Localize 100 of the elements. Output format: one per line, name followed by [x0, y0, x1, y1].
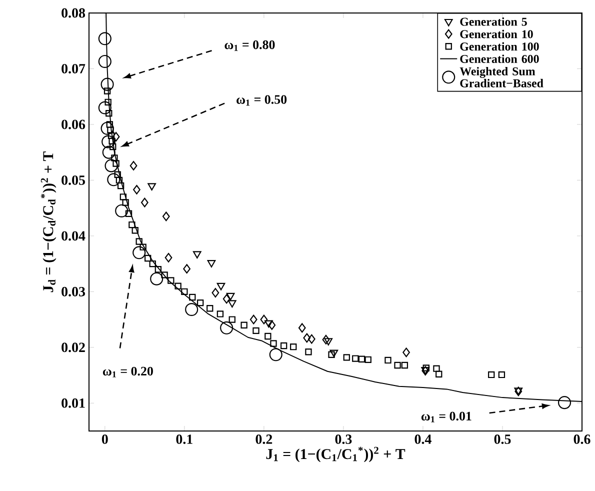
point — [352, 355, 359, 362]
legend-label: Generation 100 — [460, 42, 539, 51]
point — [106, 110, 112, 117]
annotation: ω$_{1}$ = 0.01 — [421, 412, 472, 422]
point — [290, 344, 297, 350]
x-tick-label: 0.5 — [494, 434, 511, 444]
point — [303, 333, 311, 343]
point — [206, 305, 214, 312]
x-tick-label: 0 — [102, 434, 108, 444]
point — [192, 251, 202, 258]
point — [120, 194, 127, 200]
point — [268, 320, 276, 330]
point — [130, 160, 138, 170]
x-tick-label: 0.1 — [176, 434, 192, 444]
legend-label: Generation 5 — [460, 17, 527, 26]
point — [114, 171, 121, 178]
point — [100, 122, 114, 135]
point — [98, 32, 112, 46]
point — [196, 299, 204, 306]
point — [343, 354, 350, 361]
x-tick-label: 0.3 — [335, 434, 352, 444]
point — [110, 143, 116, 150]
point — [168, 277, 174, 284]
point — [226, 292, 235, 300]
y-tick-label: 0.04 — [62, 231, 86, 241]
text: J$_{1}$ = (1−(C$_{1}$/C$_{1}$$^{*}$))$^{2}$ + T — [266, 446, 406, 462]
point — [364, 356, 372, 363]
point — [125, 210, 132, 217]
point — [100, 78, 114, 91]
point — [264, 332, 272, 340]
point — [402, 348, 410, 358]
point — [149, 260, 156, 268]
point — [222, 294, 230, 304]
point — [358, 356, 366, 362]
point — [174, 282, 182, 290]
point — [154, 266, 162, 273]
point — [115, 204, 128, 218]
point — [240, 322, 248, 328]
point — [185, 302, 198, 316]
point — [144, 254, 152, 262]
point — [308, 334, 316, 344]
point — [228, 300, 236, 308]
point — [422, 364, 430, 372]
point — [102, 135, 115, 148]
point — [122, 199, 129, 206]
point — [216, 310, 224, 318]
point — [401, 362, 408, 369]
y-tick-label: 0.01 — [62, 398, 85, 408]
point — [270, 340, 277, 347]
point — [102, 146, 116, 159]
point — [111, 154, 118, 162]
point — [324, 338, 333, 346]
point — [207, 260, 216, 268]
point — [212, 288, 220, 298]
point — [164, 252, 172, 262]
point — [132, 227, 138, 234]
y-tick-label: 0.08 — [62, 8, 86, 18]
legend-label: Generation 10 — [460, 30, 533, 38]
point — [148, 183, 156, 191]
point — [384, 356, 392, 364]
x-tick-label: 0.4 — [414, 434, 432, 444]
point — [269, 348, 282, 362]
point — [228, 316, 236, 323]
y-tick-label: 0.02 — [62, 342, 85, 352]
text: J$_{d}$ = (1−(C$_{d}$/C$_{d}$$^{*}$))$^{2}$ + T — [40, 152, 56, 292]
point — [98, 101, 112, 114]
y-tick-label: 0.06 — [62, 120, 86, 130]
point — [104, 98, 112, 106]
point — [181, 288, 188, 296]
point — [280, 342, 288, 350]
point — [132, 246, 146, 260]
point — [264, 320, 273, 328]
point — [328, 351, 335, 358]
point — [558, 396, 572, 410]
point — [117, 182, 124, 190]
y-tick-label: 0.03 — [62, 286, 86, 296]
point — [189, 294, 196, 301]
point — [216, 282, 226, 290]
point — [162, 212, 170, 222]
point — [252, 327, 260, 334]
annotation: ω$_{1}$ = 0.80 — [224, 40, 275, 51]
point — [112, 132, 120, 142]
annotation: ω$_{1}$ = 0.20 — [102, 366, 153, 378]
point — [104, 88, 111, 94]
legend-label: Weighted Sum Gradient−Based — [460, 66, 544, 88]
point — [322, 334, 330, 344]
y-tick-label: 0.07 — [62, 64, 86, 74]
y-tick-label: 0.05 — [62, 175, 85, 185]
point — [260, 314, 268, 324]
point — [436, 370, 442, 378]
x-tick-label: 0.2 — [256, 434, 272, 444]
point — [394, 362, 401, 369]
point — [140, 244, 146, 250]
point — [133, 184, 140, 194]
point — [140, 198, 148, 208]
point — [220, 321, 234, 334]
annotation: ω$_{1}$ = 0.50 — [236, 95, 287, 106]
point — [98, 54, 112, 68]
point — [116, 176, 123, 184]
point — [433, 365, 440, 372]
